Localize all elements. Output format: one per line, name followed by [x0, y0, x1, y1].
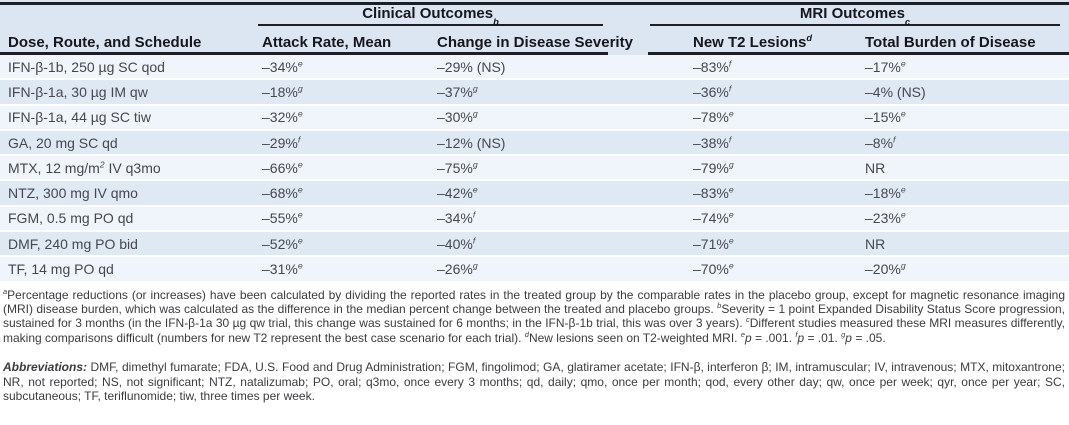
value-cell: –68%e	[262, 185, 303, 202]
value-cell: –26%g	[437, 261, 478, 278]
table-row: FGM, 0.5 mg PO qd –55%e –34%f –74%e –23%e	[0, 206, 1069, 233]
abbreviations-text: DMF, dimethyl fumarate; FDA, U.S. Food a…	[3, 360, 1065, 404]
mri-outcomes-group-header: MRI Outcomes c	[650, 5, 1060, 27]
dose-route-schedule-cell: GA, 20 mg SC qd	[8, 134, 118, 151]
value-cell: –34%e	[262, 58, 303, 75]
value-cell: –31%e	[262, 261, 303, 278]
value-cell: –15%e	[865, 109, 906, 126]
value-cell: –38%f	[693, 134, 732, 151]
value-cell: –79%g	[693, 159, 734, 176]
column-header-new-t2-lesions: New T2 Lesionsd	[693, 34, 813, 51]
value-cell: –29% (NS)	[437, 58, 506, 75]
table-body: IFN-β-1b, 250 µg SC qod –34%e –29% (NS) –83…	[0, 55, 1069, 283]
value-cell: –75%g	[437, 159, 478, 176]
table-row: GA, 20 mg SC qd –29%f –12% (NS) –38%f –8%f	[0, 130, 1069, 157]
outcomes-table: Clinical Outcomes b MRI Outcomes c Dose, R…	[0, 0, 1069, 283]
dose-route-schedule-cell: MTX, 12 mg/m2 IV q3mo	[8, 159, 161, 176]
value-cell: –29%f	[262, 134, 301, 151]
table-notes: aPercentage reductions (or increases) ha…	[0, 283, 1069, 404]
value-cell: NR	[865, 159, 886, 176]
table-row: TF, 14 mg PO qd –31%e –26%g –70%e –20%g	[0, 257, 1069, 283]
value-cell: –74%e	[693, 210, 734, 227]
table-row: IFN-β-1b, 250 µg SC qod –34%e –29% (NS) –83…	[0, 55, 1069, 81]
value-cell: –52%e	[262, 235, 303, 252]
value-cell: –42%e	[437, 185, 478, 202]
abbreviations-label: Abbreviations:	[3, 360, 88, 375]
footnotes-paragraph: aPercentage reductions (or increases) ha…	[3, 286, 1066, 345]
table-row: IFN-β-1a, 44 µg SC tiw –32%e –30%g –78%e –15…	[0, 105, 1069, 131]
column-group-row: Clinical Outcomes b MRI Outcomes c	[0, 5, 1069, 32]
value-cell: –70%e	[693, 261, 734, 278]
table-row: NTZ, 300 mg IV qmo –68%e –42%e –83%e –18%e	[0, 181, 1069, 207]
table-top-rule	[0, 2, 1069, 5]
abbreviations-paragraph: Abbreviations: DMF, dimethyl fumarate; F…	[3, 360, 1065, 403]
column-header-disease-severity: Change in Disease Severity	[437, 34, 633, 51]
table-row: DMF, 240 mg PO bid –52%e –40%f –71%e NR	[0, 232, 1069, 258]
value-cell: –83%f	[693, 58, 732, 75]
header-bottom-rule-right	[648, 52, 1069, 55]
value-cell: –55%e	[262, 210, 303, 227]
value-cell: –83%e	[693, 185, 734, 202]
table-row: IFN-β-1a, 30 µg IM qw –18%g –37%g –36%f –4% …	[0, 80, 1069, 106]
value-cell: –37%g	[437, 83, 478, 100]
dose-route-schedule-cell: DMF, 240 mg PO bid	[8, 235, 138, 252]
dose-route-schedule-cell: IFN-β-1a, 44 µg SC tiw	[8, 109, 151, 126]
dose-route-schedule-cell: TF, 14 mg PO qd	[8, 261, 114, 278]
value-cell: –23%e	[865, 210, 906, 227]
column-header-row: Dose, Route, and Schedule Attack Rate, M…	[0, 32, 1069, 55]
value-cell: –12% (NS)	[437, 134, 506, 151]
dose-route-schedule-cell: IFN-β-1a, 30 µg IM qw	[8, 83, 148, 100]
value-cell: –36%f	[693, 83, 732, 100]
table-header: Clinical Outcomes b MRI Outcomes c Dose, R…	[0, 0, 1069, 55]
mri-outcomes-group: MRI Outcomes c	[650, 5, 1069, 32]
value-cell: –18%g	[262, 83, 303, 100]
header-bottom-rule-left	[0, 52, 608, 55]
value-cell: –17%e	[865, 58, 906, 75]
value-cell: –34%f	[437, 210, 476, 227]
dose-route-schedule-cell: NTZ, 300 mg IV qmo	[8, 185, 138, 202]
value-cell: –40%f	[437, 235, 476, 252]
dose-route-schedule-cell: FGM, 0.5 mg PO qd	[8, 210, 134, 227]
column-header-total-burden: Total Burden of Disease	[865, 34, 1036, 51]
value-cell: –30%g	[437, 109, 478, 126]
dose-route-schedule-cell: IFN-β-1b, 250 µg SC qod	[8, 58, 165, 75]
value-cell: –66%e	[262, 159, 303, 176]
value-cell: NR	[865, 235, 886, 252]
value-cell: –8%f	[865, 134, 896, 151]
value-cell: –4% (NS)	[865, 83, 926, 100]
table-row: MTX, 12 mg/m2 IV q3mo –66%e –75%g –79%g NR	[0, 156, 1069, 182]
value-cell: –32%e	[262, 109, 303, 126]
column-header-dose-route-schedule: Dose, Route, and Schedule	[8, 34, 202, 51]
clinical-outcomes-group-header: Clinical Outcomes b	[258, 5, 603, 27]
value-cell: –78%e	[693, 109, 734, 126]
column-header-attack-rate: Attack Rate, Mean	[262, 34, 392, 51]
group-spacer	[0, 5, 254, 32]
clinical-outcomes-group: Clinical Outcomes b	[254, 5, 685, 32]
value-cell: –18%e	[865, 185, 906, 202]
value-cell: –71%e	[693, 235, 734, 252]
value-cell: –20%g	[865, 261, 906, 278]
